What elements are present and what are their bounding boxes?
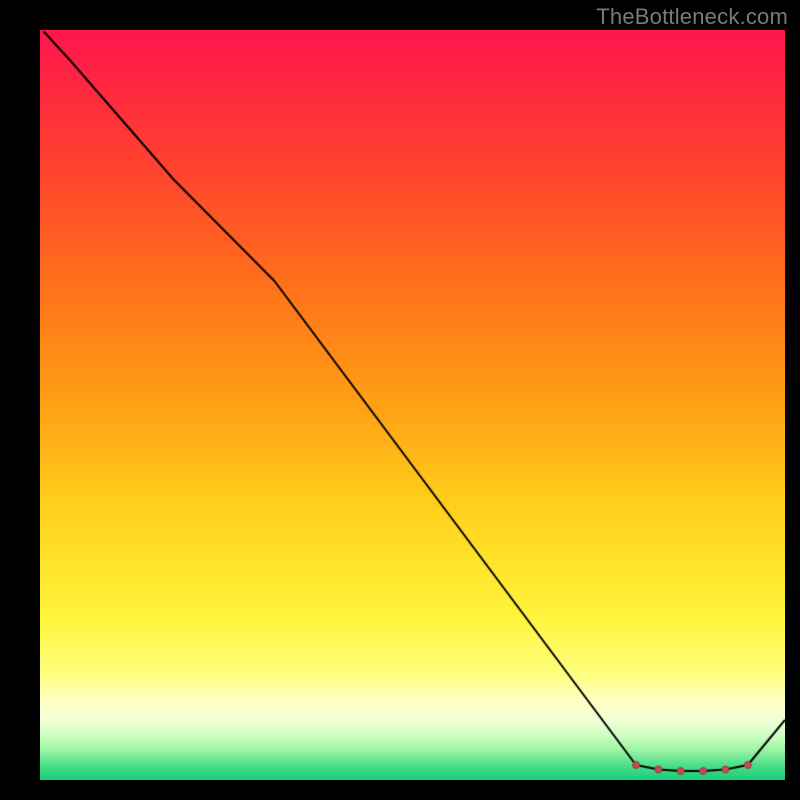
plot-area (40, 30, 785, 780)
chart-frame: TheBottleneck.com (0, 0, 800, 800)
chart-canvas (40, 30, 785, 780)
watermark-text: TheBottleneck.com (596, 4, 788, 30)
